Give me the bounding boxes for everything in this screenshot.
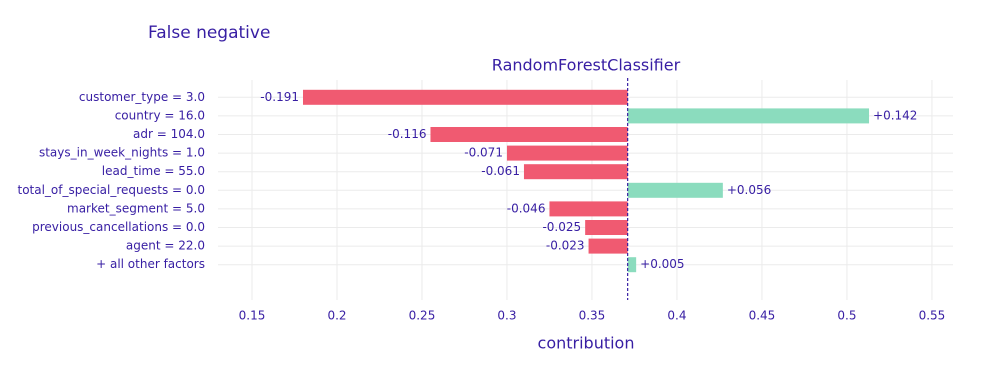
y-tick-label: adr = 104.0 — [133, 127, 205, 141]
bar — [627, 182, 723, 198]
x-tick-label: 0.25 — [409, 309, 436, 323]
bar — [430, 127, 628, 142]
chart-subtitle: RandomForestClassifier — [492, 56, 681, 75]
y-tick-label: market_segment = 5.0 — [67, 201, 205, 215]
value-label: -0.061 — [481, 164, 520, 178]
bar — [506, 145, 628, 161]
value-label: +0.142 — [873, 108, 917, 122]
x-tick-label: 0.45 — [749, 309, 776, 323]
chart-title: False negative — [148, 23, 270, 43]
bar — [627, 108, 870, 124]
x-tick-label: 0.5 — [837, 309, 856, 323]
y-tick-label: country = 16.0 — [115, 108, 205, 122]
x-axis-title: contribution — [538, 334, 635, 353]
y-tick-label: total_of_special_requests = 0.0 — [17, 183, 205, 197]
x-tick-label: 0.55 — [919, 309, 946, 323]
y-tick-label: stays_in_week_nights = 1.0 — [39, 146, 205, 160]
x-tick-label: 0.35 — [579, 309, 606, 323]
bar — [627, 257, 637, 273]
value-label: -0.046 — [507, 201, 546, 215]
bar — [523, 164, 628, 180]
bar — [588, 238, 628, 254]
y-tick-label: lead_time = 55.0 — [102, 164, 205, 178]
value-label: +0.056 — [727, 183, 771, 197]
y-tick-label: + all other factors — [96, 257, 205, 271]
x-tick-label: 0.3 — [497, 309, 516, 323]
value-label: -0.025 — [542, 220, 581, 234]
bar — [302, 89, 628, 105]
x-tick-label: 0.2 — [327, 309, 346, 323]
x-tick-label: 0.15 — [239, 309, 266, 323]
value-label: -0.116 — [388, 127, 427, 141]
y-tick-label: customer_type = 3.0 — [79, 90, 205, 104]
y-tick-label: previous_cancellations = 0.0 — [32, 220, 205, 234]
bar — [585, 220, 628, 235]
value-label: -0.023 — [546, 239, 585, 253]
value-label: -0.071 — [464, 146, 503, 160]
x-tick-label: 0.4 — [667, 309, 686, 323]
value-label: +0.005 — [640, 257, 684, 271]
bar — [549, 201, 628, 217]
y-tick-label: agent = 22.0 — [126, 239, 205, 253]
value-label: -0.191 — [260, 90, 299, 104]
